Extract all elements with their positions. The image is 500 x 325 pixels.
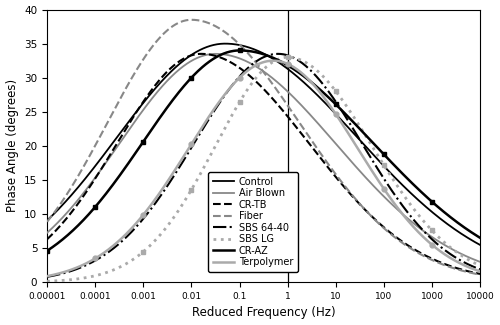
- Control: [44, 218, 50, 222]
- Line: CR-TB: CR-TB: [47, 54, 480, 274]
- CR-TB: [253, 80, 259, 84]
- Control: [253, 48, 259, 52]
- Line: Air Blown: Air Blown: [47, 54, 480, 262]
- Control: [468, 238, 473, 241]
- SBS 64-40: [279, 52, 285, 56]
- Line: SBS 64-40: SBS 64-40: [47, 54, 480, 277]
- Air Blown: [250, 63, 256, 67]
- Fiber: [279, 96, 285, 99]
- SBS LG: [278, 56, 284, 60]
- Fiber: [44, 220, 50, 224]
- Control: [222, 42, 228, 46]
- SBS LG: [302, 60, 308, 64]
- CR-TB: [400, 240, 406, 244]
- Control: [250, 47, 256, 51]
- SBS 64-40: [252, 60, 258, 64]
- Air Blown: [44, 231, 50, 235]
- SBS 64-40: [250, 62, 256, 66]
- SBS 64-40: [302, 64, 308, 68]
- Air Blown: [212, 52, 218, 56]
- CR-TB: [302, 137, 308, 141]
- Air Blown: [279, 84, 285, 88]
- SBS 64-40: [400, 204, 406, 208]
- CR-AZ: [400, 172, 406, 176]
- SBS LG: [477, 264, 483, 267]
- CR-TB: [44, 237, 50, 241]
- Air Blown: [253, 65, 259, 69]
- SBS LG: [284, 55, 290, 59]
- CR-TB: [198, 52, 203, 56]
- Fiber: [302, 130, 308, 134]
- Control: [400, 184, 406, 188]
- Air Blown: [477, 260, 483, 264]
- Terpolymer: [250, 65, 256, 69]
- CR-TB: [468, 270, 473, 274]
- CR-AZ: [44, 249, 50, 253]
- SBS 64-40: [275, 52, 281, 56]
- Terpolymer: [252, 64, 258, 68]
- SBS 64-40: [44, 275, 50, 279]
- Fiber: [400, 241, 406, 245]
- CR-TB: [250, 77, 256, 81]
- Line: SBS LG: SBS LG: [47, 57, 480, 281]
- CR-AZ: [302, 76, 308, 80]
- Line: CR-AZ: CR-AZ: [47, 50, 480, 251]
- CR-AZ: [250, 50, 256, 54]
- Legend: Control, Air Blown, CR-TB, Fiber, SBS 64-40, SBS LG, CR-AZ, Terpolymer: Control, Air Blown, CR-TB, Fiber, SBS 64…: [208, 172, 298, 272]
- Terpolymer: [400, 213, 406, 216]
- CR-AZ: [253, 50, 259, 54]
- X-axis label: Reduced Frequency (Hz): Reduced Frequency (Hz): [192, 306, 336, 319]
- CR-AZ: [279, 60, 285, 64]
- Terpolymer: [270, 59, 276, 63]
- Air Blown: [468, 256, 473, 260]
- SBS LG: [250, 80, 256, 84]
- Terpolymer: [468, 266, 473, 270]
- Fiber: [477, 273, 483, 277]
- Fiber: [250, 58, 256, 62]
- SBS 64-40: [468, 264, 473, 267]
- SBS LG: [468, 259, 473, 263]
- SBS LG: [252, 77, 258, 81]
- Line: Fiber: Fiber: [47, 20, 480, 275]
- SBS LG: [400, 192, 406, 196]
- Control: [279, 63, 285, 67]
- Control: [477, 243, 483, 247]
- Terpolymer: [279, 60, 285, 64]
- CR-AZ: [468, 230, 473, 234]
- Terpolymer: [302, 75, 308, 79]
- Line: Control: Control: [47, 44, 480, 245]
- Air Blown: [302, 108, 308, 112]
- CR-AZ: [236, 48, 242, 52]
- Terpolymer: [477, 269, 483, 273]
- CR-AZ: [477, 236, 483, 240]
- Air Blown: [400, 212, 406, 216]
- Terpolymer: [44, 274, 50, 278]
- Line: Terpolymer: Terpolymer: [47, 61, 480, 276]
- Fiber: [468, 271, 473, 275]
- SBS LG: [44, 280, 50, 283]
- Fiber: [188, 18, 194, 22]
- CR-TB: [279, 108, 285, 112]
- SBS 64-40: [477, 267, 483, 271]
- Control: [302, 82, 308, 86]
- Y-axis label: Phase Angle (degrees): Phase Angle (degrees): [6, 79, 18, 213]
- CR-TB: [477, 272, 483, 276]
- Fiber: [253, 61, 259, 65]
